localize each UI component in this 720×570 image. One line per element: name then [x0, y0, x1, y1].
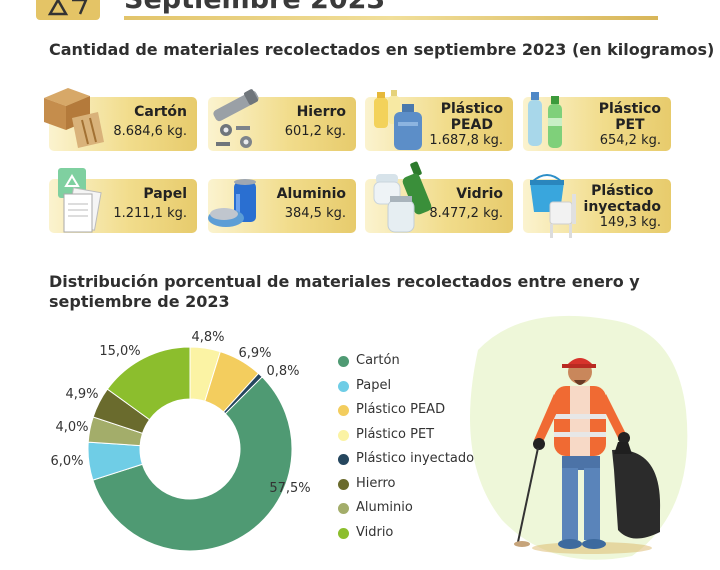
pet-bottles-icon: [528, 92, 562, 148]
legend-swatch: [338, 380, 349, 392]
data-label-plástico-inyectado: 0,8%: [266, 364, 299, 379]
legend-swatch: [338, 429, 349, 441]
data-label-cartón: 57,5%: [269, 481, 310, 496]
legend-swatch: [338, 356, 349, 367]
recycle-logo-icon: [36, 0, 100, 20]
legend-swatch: [338, 503, 349, 514]
legend-label: Cartón: [356, 353, 400, 368]
cardboard-box-icon: [44, 88, 104, 148]
card-value: 601,2 kg.: [284, 124, 346, 139]
worker-collecting-trash-icon: [470, 315, 688, 560]
donut-slice-vidrio: [106, 346, 191, 421]
section-title-distribution: Distribución porcentual de materiales re…: [49, 272, 640, 311]
card-value: 654,2 kg.: [599, 133, 661, 148]
data-label-hierro: 4,9%: [65, 387, 98, 402]
legend-swatch: [338, 454, 349, 465]
glass-bottle-jar-icon: [373, 161, 432, 233]
section-title-quantities: Cantidad de materiales recolectados en s…: [49, 40, 715, 59]
card-plastico-pet: Plástico PET 654,2 kg.: [523, 97, 671, 151]
data-label-aluminio: 4,0%: [55, 420, 88, 435]
card-value: 149,3 kg.: [599, 215, 661, 230]
legend-label: Plástico PET: [356, 426, 435, 442]
iron-pipe-bolts-icon: [213, 89, 259, 148]
card-value: 1.687,8 kg.: [429, 133, 503, 148]
bucket-chair-icon: [530, 174, 576, 238]
donut-slice-cartón: [92, 376, 293, 552]
card-name: Plástico PEAD: [440, 101, 503, 133]
card-value: 8.477,2 kg.: [429, 206, 503, 221]
card-aluminio: Aluminio 384,5 kg.: [208, 179, 356, 233]
legend-swatch: [338, 405, 349, 416]
hdpe-bottles-icon: [374, 90, 422, 150]
card-name: Vidrio: [456, 186, 503, 202]
aluminum-can-icon: [208, 179, 256, 227]
legend-swatch: [338, 527, 349, 539]
data-label-papel: 6,0%: [50, 454, 83, 469]
card-value: 1.211,1 kg.: [113, 206, 187, 221]
card-name: Papel: [143, 186, 187, 202]
data-label-plástico-pet: 4,8%: [191, 330, 224, 345]
data-label-plástico-pead: 6,9%: [238, 346, 271, 361]
legend-label: Plástico PEAD: [356, 402, 446, 417]
card-name: Aluminio: [276, 186, 346, 202]
card-value: 8.684,6 kg.: [113, 124, 187, 139]
data-label-vidrio: 15,0%: [99, 344, 140, 359]
donut-chart: 4,8% 6,9% 0,8% 57,5% 6,0% 4,0% 4,9% 15,0%: [50, 330, 311, 552]
card-name: Hierro: [296, 104, 346, 120]
legend-label: Vidrio: [356, 524, 394, 540]
legend-swatch: [338, 478, 349, 490]
card-name: Plástico PET: [598, 101, 661, 133]
page-title: Septiembre 2023: [124, 0, 385, 15]
card-name: Plástico inyectado: [583, 183, 661, 215]
card-name: Cartón: [134, 104, 187, 120]
header-divider: [124, 16, 658, 20]
legend-label: Hierro: [356, 475, 396, 491]
legend-label: Plástico inyectado: [356, 451, 475, 466]
legend-label: Papel: [356, 377, 392, 393]
legend-label: Aluminio: [356, 500, 413, 515]
paper-sheets-icon: [58, 168, 102, 233]
card-value: 384,5 kg.: [284, 206, 346, 221]
